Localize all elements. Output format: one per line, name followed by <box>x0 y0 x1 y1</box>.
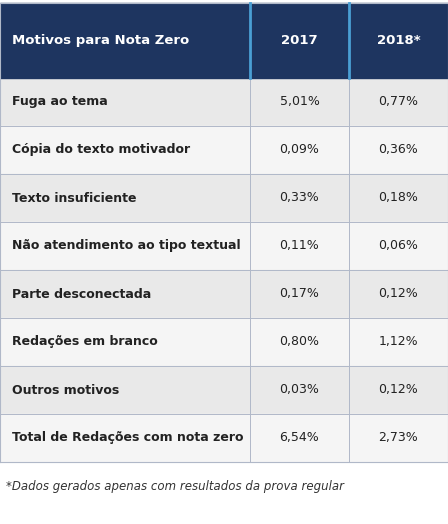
Text: *Dados gerados apenas com resultados da prova regular: *Dados gerados apenas com resultados da … <box>6 480 344 493</box>
Text: Texto insuficiente: Texto insuficiente <box>12 191 137 204</box>
Bar <box>0 318 448 366</box>
Text: Outros motivos: Outros motivos <box>12 384 119 397</box>
Text: 0,18%: 0,18% <box>379 191 418 204</box>
Text: 0,06%: 0,06% <box>379 239 418 253</box>
Text: Total de Redações com nota zero: Total de Redações com nota zero <box>12 431 244 444</box>
Text: Fuga ao tema: Fuga ao tema <box>12 95 108 108</box>
Text: Não atendimento ao tipo textual: Não atendimento ao tipo textual <box>12 239 241 253</box>
Text: Motivos para Nota Zero: Motivos para Nota Zero <box>12 34 189 47</box>
Bar <box>0 270 448 318</box>
Bar <box>0 126 448 174</box>
Text: Redações em branco: Redações em branco <box>12 335 158 348</box>
Text: Parte desconectada: Parte desconectada <box>12 288 151 300</box>
Text: 0,03%: 0,03% <box>280 384 319 397</box>
Text: 2018*: 2018* <box>377 34 420 47</box>
Bar <box>0 3 448 78</box>
Text: 2017: 2017 <box>281 34 318 47</box>
Text: 0,36%: 0,36% <box>379 144 418 157</box>
Text: 0,17%: 0,17% <box>280 288 319 300</box>
Text: Cópia do texto motivador: Cópia do texto motivador <box>12 144 190 157</box>
Bar <box>0 366 448 414</box>
Bar <box>0 78 448 126</box>
Text: 1,12%: 1,12% <box>379 335 418 348</box>
Text: 2,73%: 2,73% <box>379 431 418 444</box>
Bar <box>0 414 448 462</box>
Text: 0,33%: 0,33% <box>280 191 319 204</box>
Text: 5,01%: 5,01% <box>280 95 319 108</box>
Text: 0,80%: 0,80% <box>280 335 319 348</box>
Text: 0,12%: 0,12% <box>379 384 418 397</box>
Text: 0,77%: 0,77% <box>379 95 418 108</box>
Text: 0,12%: 0,12% <box>379 288 418 300</box>
Text: 0,09%: 0,09% <box>280 144 319 157</box>
Text: 6,54%: 6,54% <box>280 431 319 444</box>
Bar <box>0 222 448 270</box>
Text: 0,11%: 0,11% <box>280 239 319 253</box>
Bar <box>0 174 448 222</box>
